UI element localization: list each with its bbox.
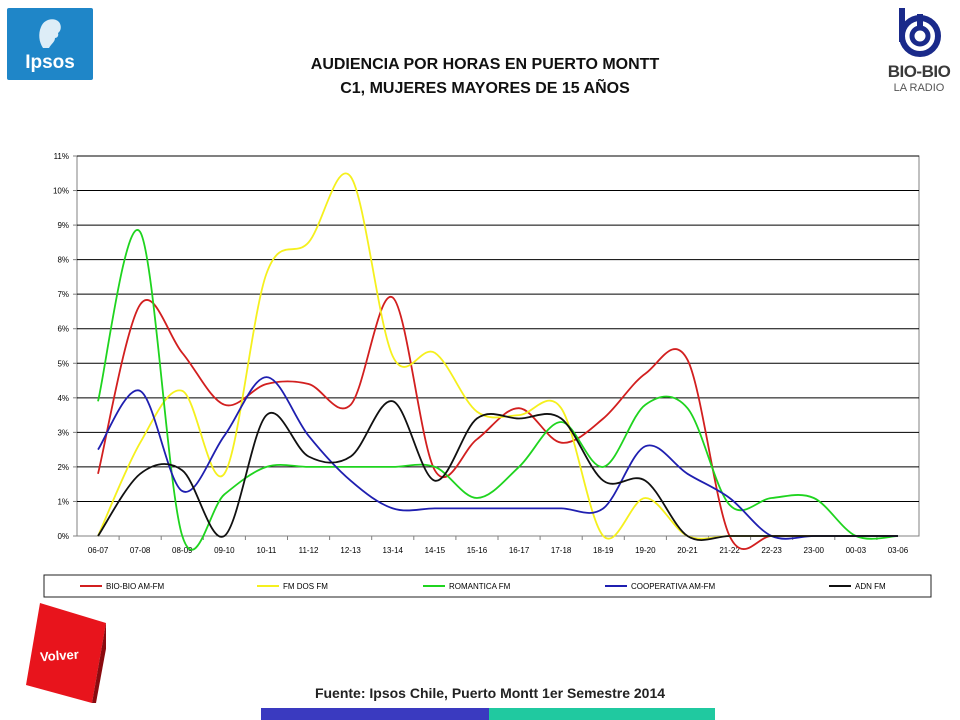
page-subtitle: C1, MUJERES MAYORES DE 15 AÑOS xyxy=(340,80,630,97)
x-tick-label: 07-08 xyxy=(130,546,151,555)
x-tick-label: 18-19 xyxy=(593,546,614,555)
biobio-logo-subtext: LA RADIO xyxy=(893,82,945,94)
biobio-spiral-icon xyxy=(899,8,941,57)
back-button-label: Volver xyxy=(39,646,80,665)
series-line-biobio xyxy=(97,296,898,550)
x-tick-label: 08-09 xyxy=(172,546,193,555)
y-tick-label: 5% xyxy=(57,359,69,368)
y-tick-label: 9% xyxy=(57,221,69,230)
back-button-shape xyxy=(26,603,110,703)
y-tick-label: 1% xyxy=(57,497,69,506)
x-tick-label: 23-00 xyxy=(804,546,825,555)
x-tick-label: 22-23 xyxy=(761,546,782,555)
ipsos-face-icon xyxy=(39,19,61,48)
x-tick-label: 17-18 xyxy=(551,546,572,555)
series-line-adn xyxy=(97,400,898,541)
x-tick-label: 12-13 xyxy=(340,546,361,555)
x-tick-label: 14-15 xyxy=(425,546,446,555)
y-tick-label: 7% xyxy=(57,290,69,299)
x-tick-label: 16-17 xyxy=(509,546,530,555)
series-line-cooperativa xyxy=(97,376,898,540)
x-tick-label: 15-16 xyxy=(467,546,488,555)
legend-label-adn: ADN FM xyxy=(855,582,886,591)
x-tick-labels: 06-07 07-08 08-09 09-10 10-11 11-12 12-13 13-14… xyxy=(88,546,909,555)
y-tick-label: 4% xyxy=(57,394,69,403)
x-tick-label: 11-12 xyxy=(299,546,319,555)
back-button[interactable]: Volver xyxy=(26,603,110,703)
x-tick-label: 19-20 xyxy=(635,546,656,555)
y-tick-label: 8% xyxy=(57,256,69,265)
y-tick-label: 0% xyxy=(57,532,69,541)
source-note: Fuente: Ipsos Chile, Puerto Montt 1er Se… xyxy=(314,685,666,701)
x-tick-label: 06-07 xyxy=(88,546,109,555)
x-tick-label: 03-06 xyxy=(888,546,909,555)
series-lines xyxy=(97,172,899,551)
y-tick-label: 3% xyxy=(57,428,69,437)
legend-label-biobio: BIO-BIO AM-FM xyxy=(106,582,165,591)
audience-line-chart: 0% 1% 2% 3% 4% 5% 6% 7% 8% 9% 10% 11% 06-07 07-08 08-… xyxy=(43,152,932,598)
x-tick-label: 10-11 xyxy=(257,546,277,555)
grid-lines xyxy=(73,155,919,540)
legend-label-romantica: ROMANTICA FM xyxy=(449,582,511,591)
legend-label-fm-dos: FM DOS FM xyxy=(283,582,328,591)
footer-bar-blue xyxy=(261,708,489,720)
y-tick-label: 10% xyxy=(53,187,69,196)
x-tick-label: 09-10 xyxy=(214,546,235,555)
y-tick-label: 2% xyxy=(57,463,69,472)
y-tick-label: 11% xyxy=(54,152,69,161)
x-tick-label: 20-21 xyxy=(677,546,698,555)
x-tick-label: 13-14 xyxy=(383,546,404,555)
footer-bar-teal xyxy=(489,708,715,720)
biobio-logo: BIO-BIO LA RADIO xyxy=(884,4,954,100)
ipsos-logo: Ipsos xyxy=(7,8,93,80)
legend-box xyxy=(43,574,932,598)
plot-area xyxy=(76,155,920,537)
legend-label-cooperativa: COOPERATIVA AM-FM xyxy=(631,582,715,591)
biobio-logo-text: BIO-BIO xyxy=(887,62,951,81)
y-tick-label: 6% xyxy=(57,325,69,334)
y-tick-labels: 0% 1% 2% 3% 4% 5% 6% 7% 8% 9% 10% 11% xyxy=(53,152,69,541)
ipsos-logo-text: Ipsos xyxy=(25,52,75,73)
page-title: AUDIENCIA POR HORAS EN PUERTO MONTT xyxy=(310,56,660,73)
legend: BIO-BIO AM-FM FM DOS FM ROMANTICA FM COOPER… xyxy=(80,582,886,591)
x-tick-label: 00-03 xyxy=(846,546,867,555)
x-tick-label: 21-22 xyxy=(719,546,740,555)
